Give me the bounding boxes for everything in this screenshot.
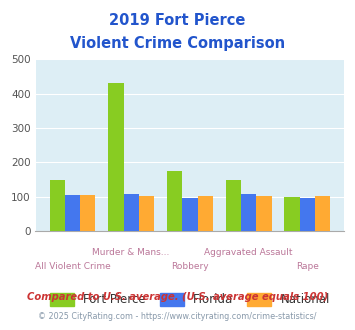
Text: Murder & Mans...: Murder & Mans... xyxy=(93,248,170,257)
Bar xyxy=(241,194,256,231)
Text: Aggravated Assault: Aggravated Assault xyxy=(204,248,293,257)
Bar xyxy=(108,83,124,231)
Text: Robbery: Robbery xyxy=(171,262,209,271)
Bar xyxy=(124,194,139,231)
Bar xyxy=(198,196,213,231)
Bar xyxy=(65,195,80,231)
Bar xyxy=(315,196,330,231)
Bar xyxy=(256,196,272,231)
Text: 2019 Fort Pierce: 2019 Fort Pierce xyxy=(109,13,246,28)
Bar xyxy=(167,171,182,231)
Bar xyxy=(300,198,315,231)
Bar xyxy=(182,198,198,231)
Text: Rape: Rape xyxy=(296,262,319,271)
Bar xyxy=(284,197,300,231)
Text: Violent Crime Comparison: Violent Crime Comparison xyxy=(70,36,285,51)
Legend: Fort Pierce, Florida, National: Fort Pierce, Florida, National xyxy=(45,288,334,311)
Text: All Violent Crime: All Violent Crime xyxy=(34,262,110,271)
Bar xyxy=(80,195,95,231)
Bar xyxy=(50,180,65,231)
Bar xyxy=(226,180,241,231)
Text: Compared to U.S. average. (U.S. average equals 100): Compared to U.S. average. (U.S. average … xyxy=(27,292,328,302)
Bar xyxy=(139,196,154,231)
Text: © 2025 CityRating.com - https://www.cityrating.com/crime-statistics/: © 2025 CityRating.com - https://www.city… xyxy=(38,312,317,321)
